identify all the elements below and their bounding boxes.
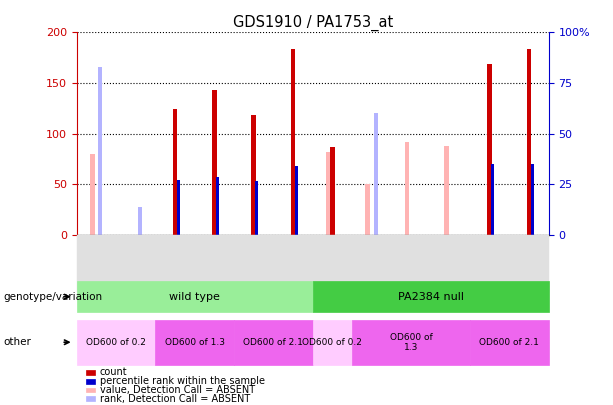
Bar [137, 207, 142, 235]
Text: OD600 of 1.3: OD600 of 1.3 [165, 338, 224, 347]
Bar [405, 142, 409, 235]
Text: value, Detection Call = ABSENT: value, Detection Call = ABSENT [100, 385, 255, 395]
Text: OD600 of 2.1: OD600 of 2.1 [479, 338, 539, 347]
Text: percentile rank within the sample: percentile rank within the sample [100, 376, 265, 386]
Text: wild type: wild type [169, 292, 220, 302]
Bar [373, 113, 378, 235]
Bar [491, 164, 494, 235]
Bar [90, 154, 95, 235]
Text: OD600 of 0.2: OD600 of 0.2 [86, 338, 146, 347]
Text: PA2384 null: PA2384 null [398, 292, 463, 302]
Bar [487, 64, 492, 235]
Bar [444, 146, 449, 235]
Bar [177, 180, 180, 235]
Bar [326, 152, 331, 235]
Bar [330, 147, 335, 235]
Text: genotype/variation: genotype/variation [3, 292, 102, 302]
Text: other: other [3, 337, 31, 347]
Text: count: count [100, 367, 128, 377]
Text: OD600 of
1.3: OD600 of 1.3 [390, 333, 432, 352]
Bar [530, 164, 534, 235]
Bar [98, 67, 102, 235]
Bar [255, 181, 258, 235]
Bar [216, 177, 219, 235]
Bar [527, 49, 531, 235]
Text: OD600 of 0.2: OD600 of 0.2 [302, 338, 362, 347]
Bar [294, 166, 298, 235]
Bar [212, 90, 216, 235]
Bar [251, 115, 256, 235]
Text: OD600 of 2.1: OD600 of 2.1 [243, 338, 303, 347]
Bar [291, 49, 295, 235]
Bar [365, 184, 370, 235]
Text: rank, Detection Call = ABSENT: rank, Detection Call = ABSENT [100, 394, 250, 404]
Title: GDS1910 / PA1753_at: GDS1910 / PA1753_at [232, 15, 393, 31]
Bar [173, 109, 177, 235]
